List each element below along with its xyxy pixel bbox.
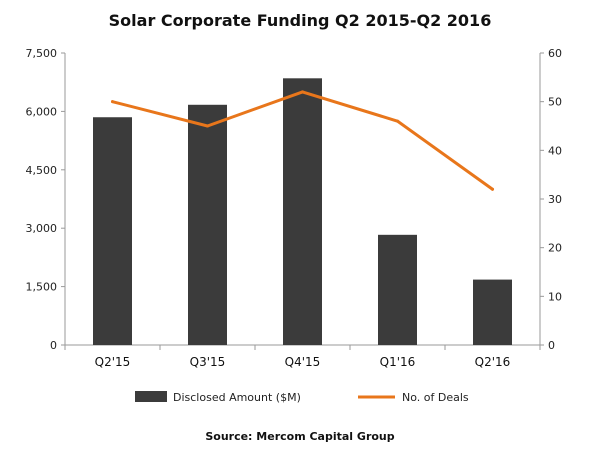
bar bbox=[93, 117, 132, 346]
legend: Disclosed Amount ($M) No. of Deals bbox=[135, 391, 469, 404]
y-left-tick-label: 4,500 bbox=[26, 164, 58, 177]
y-right-tick-label: 0 bbox=[548, 339, 555, 352]
y-right-tick-label: 30 bbox=[548, 193, 562, 206]
x-tick-label: Q2'16 bbox=[475, 355, 511, 369]
deals-point bbox=[396, 119, 399, 123]
y-left-tick-label: 6,000 bbox=[26, 105, 58, 118]
bar bbox=[283, 78, 322, 345]
plot-area: 0 1,500 3,000 4,500 6,000 7,500 0 10 20 30 40 50 60 Q… bbox=[26, 47, 563, 369]
deals-point bbox=[206, 124, 209, 128]
source-note: Source: Mercom Capital Group bbox=[205, 430, 394, 443]
chart-title: Solar Corporate Funding Q2 2015-Q2 2016 bbox=[109, 11, 492, 30]
y-left-tick-label: 1,500 bbox=[26, 281, 58, 294]
bar bbox=[378, 234, 417, 345]
bar bbox=[473, 279, 512, 345]
deals-point bbox=[491, 187, 494, 191]
y-right-tick-label: 10 bbox=[548, 290, 562, 303]
y-left-tick-label: 0 bbox=[50, 339, 57, 352]
x-tick-label: Q3'15 bbox=[190, 355, 226, 369]
x-tick-label: Q1'16 bbox=[380, 355, 416, 369]
deals-point bbox=[111, 100, 114, 104]
bar bbox=[188, 104, 227, 345]
x-tick-label: Q2'15 bbox=[95, 355, 131, 369]
legend-label-bar: Disclosed Amount ($M) bbox=[173, 391, 301, 404]
legend-swatch-bar bbox=[135, 391, 167, 402]
y-right-tick-label: 50 bbox=[548, 96, 562, 109]
y-right-tick-label: 20 bbox=[548, 242, 562, 255]
y-left-tick-label: 7,500 bbox=[26, 47, 58, 60]
y-right-tick-label: 60 bbox=[548, 47, 562, 60]
legend-label-line: No. of Deals bbox=[402, 391, 469, 404]
y-right-tick-label: 40 bbox=[548, 144, 562, 157]
deals-point bbox=[301, 90, 304, 94]
x-tick-label: Q4'15 bbox=[285, 355, 321, 369]
y-left-tick-label: 3,000 bbox=[26, 222, 58, 235]
